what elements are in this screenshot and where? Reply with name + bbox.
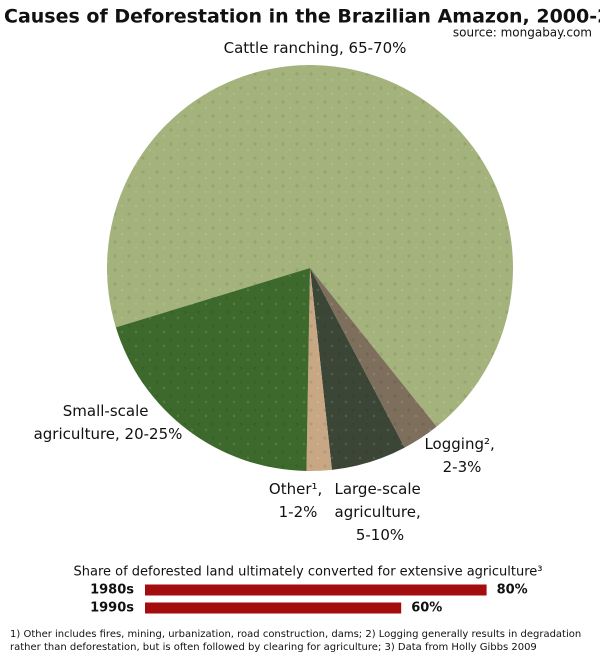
- slice-label: Other¹, 1-2%: [269, 480, 327, 521]
- title: Causes of Deforestation in the Brazilian…: [4, 6, 600, 28]
- footnote: rather than deforestation, but is often …: [10, 642, 537, 653]
- bar-category: 1990s: [90, 601, 134, 616]
- slice-texture: [310, 268, 437, 448]
- bar-chart: Share of deforested land ultimately conv…: [74, 565, 543, 616]
- bar-category: 1980s: [90, 583, 134, 598]
- pie-chart: Cattle ranching, 65-70% Logging², 2-3%Lar…: [34, 39, 513, 544]
- slice-texture: [310, 268, 405, 470]
- slice-label: Logging², 2-3%: [424, 435, 499, 476]
- bar: [145, 584, 487, 596]
- slice-label: Cattle ranching, 65-70%: [224, 39, 407, 57]
- bar-value-label: 80%: [497, 583, 528, 598]
- bar-chart-title: Share of deforested land ultimately conv…: [74, 565, 543, 580]
- bar-value-label: 60%: [411, 601, 442, 616]
- slice-label: Small-scale agriculture, 20-25%: [34, 402, 183, 443]
- slice-label: Large-scale agriculture, 5-10%: [334, 480, 425, 544]
- source: source: mongabay.com: [453, 26, 592, 40]
- slice-texture: [306, 268, 332, 471]
- bar: [145, 602, 402, 614]
- footnote: 1) Other includes fires, mining, urbaniz…: [10, 629, 581, 640]
- slice-texture: [107, 64, 513, 427]
- slice-texture: [115, 268, 310, 471]
